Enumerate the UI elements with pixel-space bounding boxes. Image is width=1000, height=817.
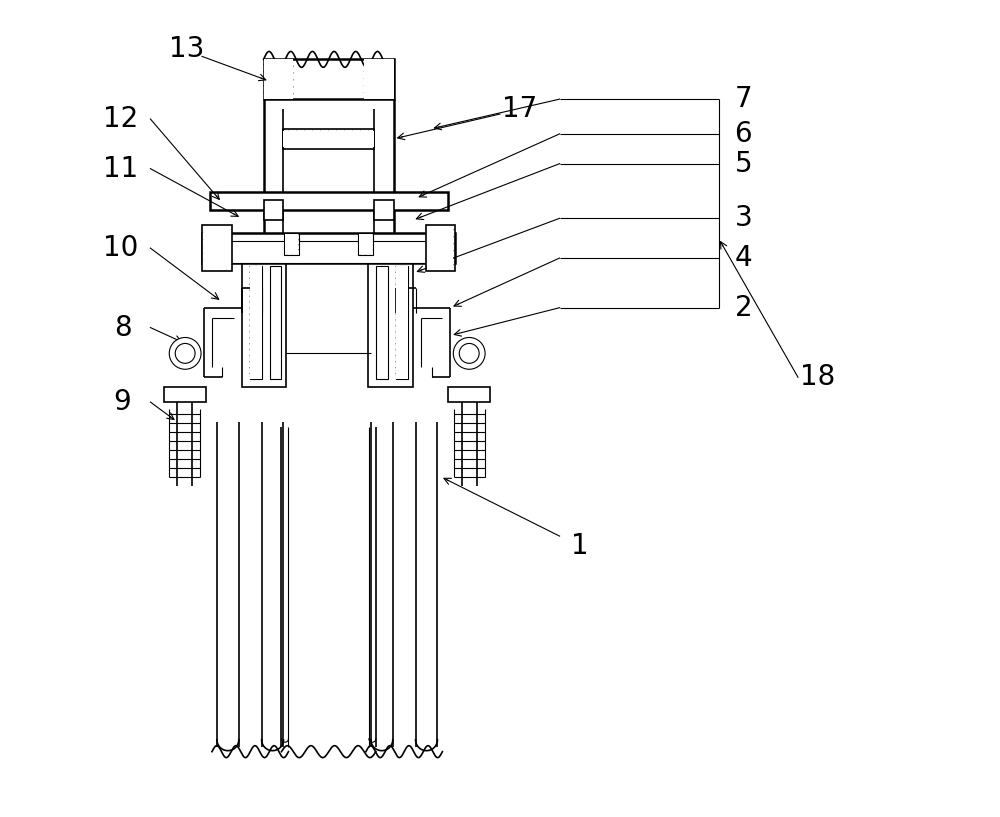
Bar [375, 202, 393, 219]
Bar [204, 227, 230, 269]
Text: 17: 17 [502, 95, 537, 123]
Bar [358, 233, 373, 255]
Bar [202, 225, 232, 271]
Text: 4: 4 [735, 244, 752, 272]
Bar [396, 266, 408, 379]
Bar [265, 202, 282, 219]
Text: 9: 9 [114, 388, 131, 416]
Bar [283, 131, 374, 147]
Bar [396, 266, 408, 379]
Text: 5: 5 [735, 150, 752, 177]
Text: 2: 2 [735, 293, 752, 322]
Bar [250, 266, 262, 379]
Text: 7: 7 [735, 85, 752, 113]
Bar [426, 225, 455, 271]
Bar [210, 241, 447, 263]
Text: 6: 6 [735, 120, 752, 148]
Text: 12: 12 [103, 105, 138, 133]
Bar [448, 387, 490, 402]
Text: 18: 18 [800, 364, 835, 391]
Bar [264, 60, 293, 99]
Bar [202, 233, 455, 263]
Text: 10: 10 [103, 234, 138, 262]
Bar [283, 129, 374, 149]
Text: 11: 11 [103, 154, 138, 183]
Bar [359, 234, 372, 254]
Circle shape [169, 337, 201, 369]
Bar [285, 234, 298, 254]
Bar [270, 266, 281, 379]
Bar [376, 266, 388, 379]
Circle shape [453, 337, 485, 369]
Bar [374, 200, 394, 221]
Bar [250, 266, 262, 379]
Bar [164, 387, 206, 402]
Text: 13: 13 [169, 35, 205, 64]
Bar [210, 193, 448, 210]
Bar [427, 227, 453, 269]
Bar [284, 233, 299, 255]
Circle shape [175, 343, 195, 364]
Text: 3: 3 [734, 204, 752, 232]
Text: 1: 1 [571, 532, 588, 560]
Bar [242, 258, 286, 387]
Circle shape [459, 343, 479, 364]
Bar [264, 200, 283, 221]
Bar [368, 258, 413, 387]
Bar [264, 60, 394, 99]
Bar [364, 60, 394, 99]
Text: 8: 8 [114, 314, 131, 342]
